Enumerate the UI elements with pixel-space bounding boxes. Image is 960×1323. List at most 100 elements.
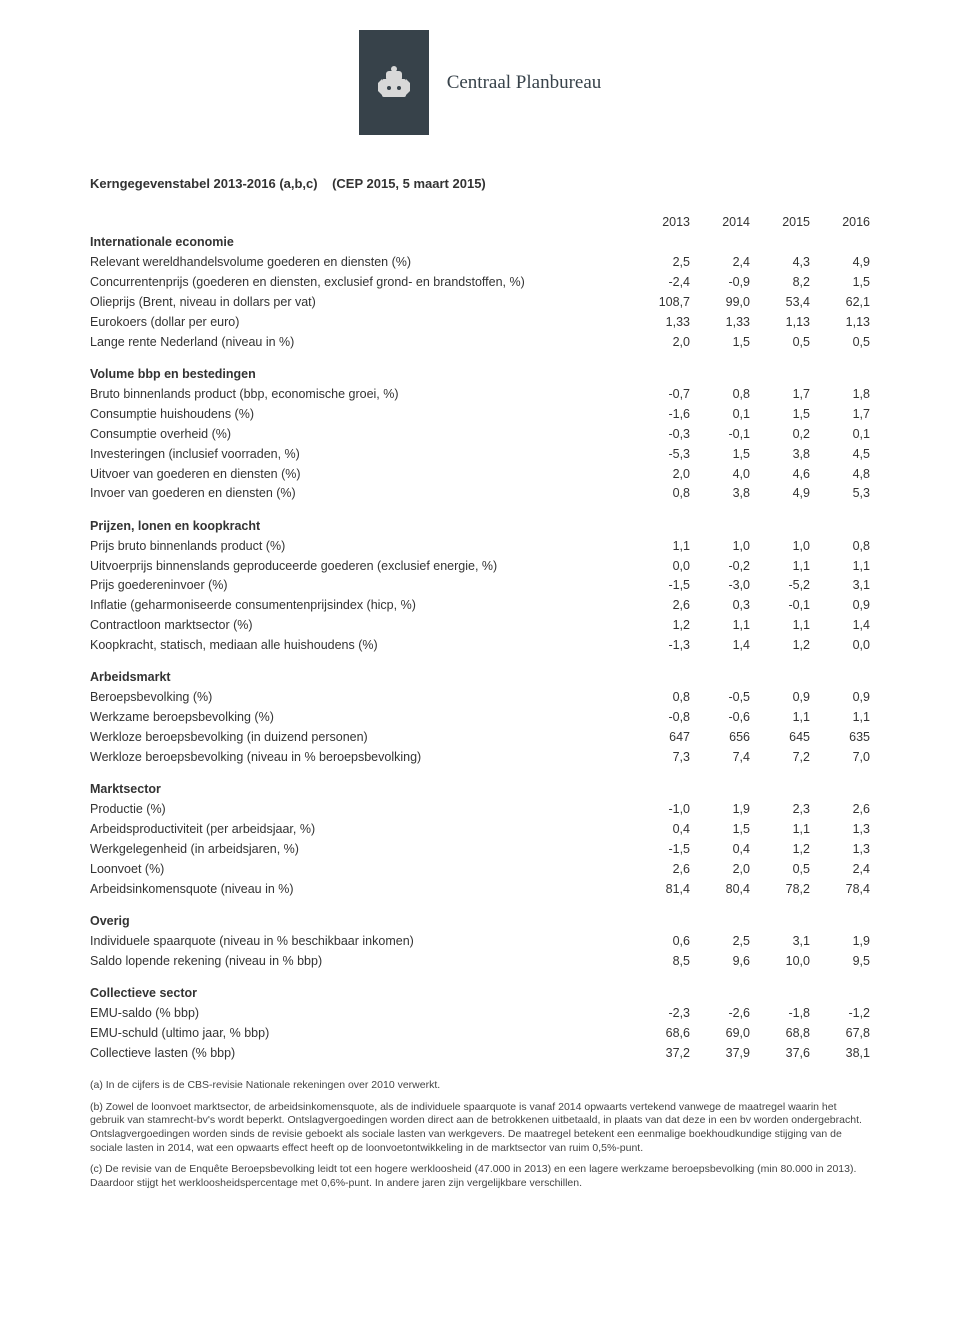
cell-value: 647	[630, 728, 690, 748]
col-year-4: 2016	[810, 213, 870, 233]
table-row: Beroepsbevolking (%)0,8-0,50,90,9	[90, 688, 870, 708]
cell-value: -2,3	[630, 1004, 690, 1024]
cell-value: 37,9	[690, 1043, 750, 1063]
cell-value: 8,5	[630, 951, 690, 971]
cell-value: 1,33	[630, 312, 690, 332]
cell-value: 9,5	[810, 951, 870, 971]
cell-value: 0,6	[630, 931, 690, 951]
cell-value: 1,4	[690, 636, 750, 656]
cell-value: 67,8	[810, 1023, 870, 1043]
section-heading: Arbeidsmarkt	[90, 655, 870, 687]
row-label: Werkloze beroepsbevolking (niveau in % b…	[90, 747, 630, 767]
section-heading-label: Collectieve sector	[90, 971, 870, 1003]
cell-value: -2,4	[630, 273, 690, 293]
cell-value: 69,0	[690, 1023, 750, 1043]
row-label: Beroepsbevolking (%)	[90, 688, 630, 708]
row-label: Arbeidsproductiviteit (per arbeidsjaar, …	[90, 820, 630, 840]
row-label: Prijs bruto binnenlands product (%)	[90, 536, 630, 556]
cell-value: 1,8	[810, 385, 870, 405]
cell-value: 8,2	[750, 273, 810, 293]
table-row: Olieprijs (Brent, niveau in dollars per …	[90, 293, 870, 313]
cell-value: 1,5	[810, 273, 870, 293]
cell-value: 37,6	[750, 1043, 810, 1063]
cell-value: 1,1	[750, 556, 810, 576]
table-row: Relevant wereldhandelsvolume goederen en…	[90, 253, 870, 273]
row-label: Inflatie (geharmoniseerde consumentenpri…	[90, 596, 630, 616]
cell-value: 38,1	[810, 1043, 870, 1063]
section-heading: Marktsector	[90, 767, 870, 799]
cell-value: 2,3	[750, 800, 810, 820]
cell-value: -5,3	[630, 444, 690, 464]
cell-value: 7,3	[630, 747, 690, 767]
table-row: Saldo lopende rekening (niveau in % bbp)…	[90, 951, 870, 971]
cell-value: 0,9	[810, 688, 870, 708]
title-main: Kerngegevenstabel 2013-2016 (a,b,c)	[90, 176, 318, 191]
cell-value: 645	[750, 728, 810, 748]
table-row: EMU-schuld (ultimo jaar, % bbp)68,669,06…	[90, 1023, 870, 1043]
cell-value: 1,5	[750, 404, 810, 424]
cell-value: 78,2	[750, 879, 810, 899]
cell-value: 3,1	[810, 576, 870, 596]
cell-value: 4,3	[750, 253, 810, 273]
cell-value: 0,8	[810, 536, 870, 556]
cell-value: -1,8	[750, 1004, 810, 1024]
row-label: Consumptie huishoudens (%)	[90, 404, 630, 424]
footnotes: (a) In de cijfers is de CBS-revisie Nati…	[90, 1079, 870, 1190]
table-row: EMU-saldo (% bbp)-2,3-2,6-1,8-1,2	[90, 1004, 870, 1024]
cell-value: 78,4	[810, 879, 870, 899]
table-row: Investeringen (inclusief voorraden, %)-5…	[90, 444, 870, 464]
cell-value: 0,8	[630, 484, 690, 504]
data-table: 2013 2014 2015 2016 Internationale econo…	[90, 213, 870, 1064]
table-row: Inflatie (geharmoniseerde consumentenpri…	[90, 596, 870, 616]
cell-value: 3,8	[750, 444, 810, 464]
cell-value: 1,5	[690, 444, 750, 464]
row-label: Contractloon marktsector (%)	[90, 616, 630, 636]
cell-value: -5,2	[750, 576, 810, 596]
cell-value: 1,13	[810, 312, 870, 332]
row-label: Lange rente Nederland (niveau in %)	[90, 332, 630, 352]
year-header-row: 2013 2014 2015 2016	[90, 213, 870, 233]
table-row: Collectieve lasten (% bbp)37,237,937,638…	[90, 1043, 870, 1063]
cell-value: -0,9	[690, 273, 750, 293]
cell-value: -1,3	[630, 636, 690, 656]
cell-value: -0,3	[630, 424, 690, 444]
cell-value: 1,5	[690, 820, 750, 840]
cell-value: -0,1	[690, 424, 750, 444]
cell-value: 2,5	[630, 253, 690, 273]
cell-value: -1,2	[810, 1004, 870, 1024]
cell-value: 1,0	[690, 536, 750, 556]
cell-value: -0,2	[690, 556, 750, 576]
cell-value: 2,0	[690, 859, 750, 879]
cell-value: 0,5	[750, 859, 810, 879]
row-label: Arbeidsinkomensquote (niveau in %)	[90, 879, 630, 899]
table-row: Productie (%)-1,01,92,32,6	[90, 800, 870, 820]
cell-value: 62,1	[810, 293, 870, 313]
table-row: Prijs bruto binnenlands product (%)1,11,…	[90, 536, 870, 556]
section-heading-label: Overig	[90, 899, 870, 931]
cell-value: -1,5	[630, 576, 690, 596]
cell-value: 1,1	[690, 616, 750, 636]
cell-value: 80,4	[690, 879, 750, 899]
cell-value: 108,7	[630, 293, 690, 313]
cell-value: 4,9	[810, 253, 870, 273]
cell-value: -1,0	[630, 800, 690, 820]
table-row: Lange rente Nederland (niveau in %)2,01,…	[90, 332, 870, 352]
cell-value: 0,8	[690, 385, 750, 405]
table-row: Uitvoerprijs binnenslands geproduceerde …	[90, 556, 870, 576]
col-year-1: 2013	[630, 213, 690, 233]
cell-value: 0,9	[810, 596, 870, 616]
cell-value: 0,1	[810, 424, 870, 444]
cell-value: 68,8	[750, 1023, 810, 1043]
col-year-3: 2015	[750, 213, 810, 233]
col-year-2: 2014	[690, 213, 750, 233]
cell-value: 0,2	[750, 424, 810, 444]
cell-value: 7,4	[690, 747, 750, 767]
cell-value: 4,6	[750, 464, 810, 484]
cell-value: 68,6	[630, 1023, 690, 1043]
cell-value: -1,5	[630, 839, 690, 859]
cell-value: 3,1	[750, 931, 810, 951]
cell-value: 99,0	[690, 293, 750, 313]
row-label: Werkloze beroepsbevolking (in duizend pe…	[90, 728, 630, 748]
cell-value: 1,9	[810, 931, 870, 951]
footnote: (c) De revisie van de Enquête Beroepsbev…	[90, 1163, 870, 1190]
